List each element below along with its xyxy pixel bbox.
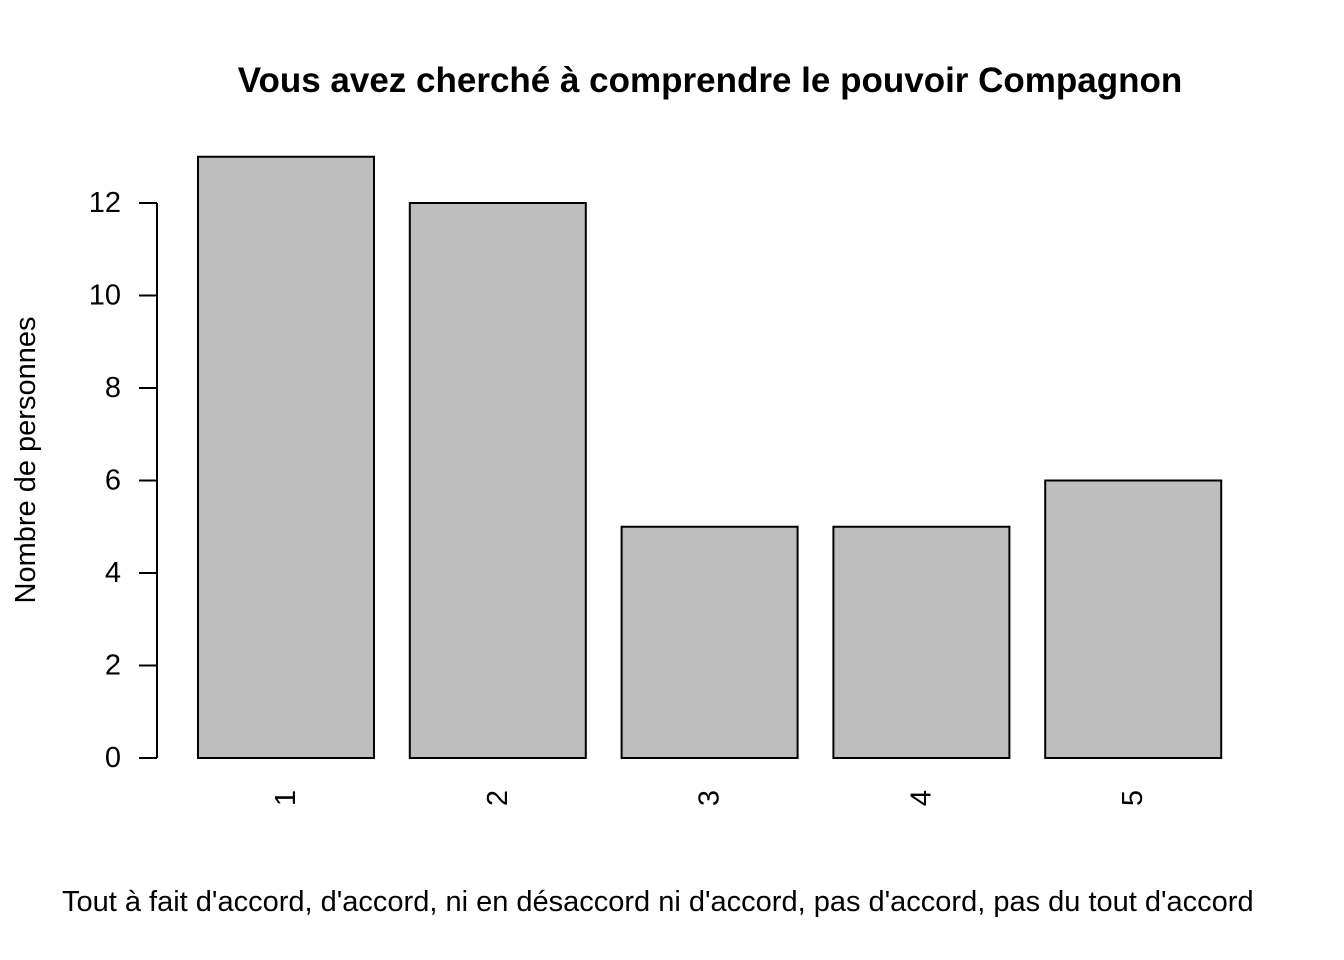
y-axis-label: Nombre de personnes	[10, 317, 42, 604]
y-tick-label: 10	[89, 280, 121, 312]
bar-5	[1044, 479, 1223, 759]
bar-4	[832, 525, 1011, 759]
y-tick-label: 4	[105, 557, 121, 589]
x-tick-label: 1	[270, 790, 302, 806]
y-tick-label: 0	[105, 742, 121, 774]
x-axis-label: Tout à fait d'accord, d'accord, ni en dé…	[62, 886, 1254, 918]
x-tick-label: 2	[482, 790, 514, 806]
bar-3	[620, 525, 799, 759]
bar-2	[408, 202, 587, 759]
bar-1	[197, 155, 375, 759]
y-tick-label: 8	[105, 372, 121, 404]
bars-group	[197, 155, 1223, 759]
y-axis: 0 2 4 6 8 10 12	[89, 187, 158, 774]
x-tick-label: 5	[1117, 790, 1149, 806]
x-tick-label: 3	[694, 790, 726, 806]
y-tick-label: 12	[89, 187, 121, 219]
y-tick-label: 2	[105, 650, 121, 682]
x-tick-label: 4	[905, 790, 937, 806]
y-tick-label: 6	[105, 465, 121, 497]
chart-title: Vous avez cherché à comprendre le pouvoi…	[238, 61, 1183, 100]
x-tick-labels: 1 2 3 4 5	[270, 790, 1149, 806]
